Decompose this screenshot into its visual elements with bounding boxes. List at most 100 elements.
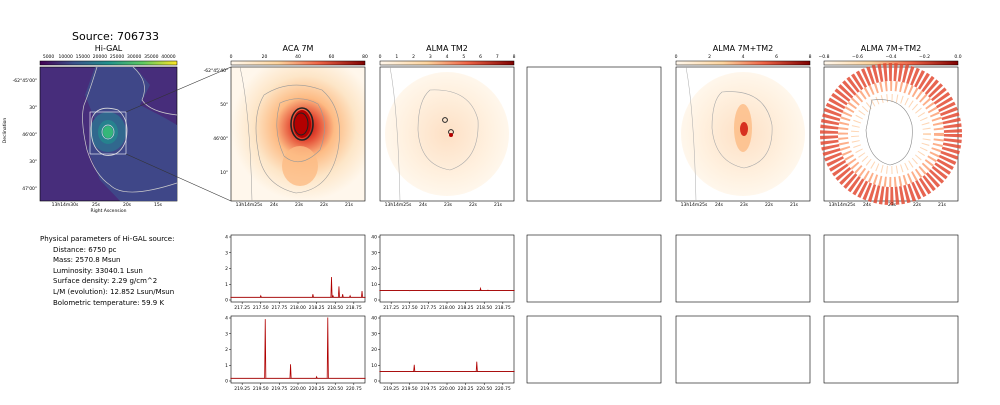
higal-ylabel: Declination <box>3 117 9 144</box>
colorbar-tick-label: 60 <box>328 55 335 60</box>
colorbar-tick-label: 5000 <box>42 55 55 60</box>
params-heading: Physical parameters of Hi-GAL source: <box>40 235 175 243</box>
spectrum-xtick-label: 218.00 <box>439 305 455 311</box>
map-xtick-label: 22s <box>468 203 478 208</box>
colorbar-tick-label: −0.8 <box>818 55 830 60</box>
spectrum-xtick-label: 220.00 <box>290 386 306 392</box>
higal-ytick-label: -62°45'00" <box>12 79 37 84</box>
colorbar-tick-label: 0 <box>378 55 382 60</box>
param-bolometric-temperature: Bolometric temperature: 59.9 K <box>53 298 165 307</box>
colorbar-tick-label: 20 <box>261 55 268 60</box>
spectrum-xtick-label: 218.50 <box>327 305 343 311</box>
diff-panel <box>820 60 962 205</box>
spectrum-xtick-label: 220.75 <box>346 386 362 392</box>
aca7m-colorbar <box>230 60 366 66</box>
colorbar-tick-label: 0 <box>229 55 233 60</box>
colorbar-tick-label: 30000 <box>127 55 142 60</box>
spectrum-ytick-label: 3 <box>225 250 228 256</box>
map-xtick-label: 13h14m25s <box>384 203 412 208</box>
spectrum-ytick-label: 4 <box>225 316 228 322</box>
param-luminosity: Luminosity: 33040.1 Lsun <box>53 266 143 275</box>
spectrum-xtick-label: 217.25 <box>234 305 250 311</box>
aca7m-ytick-label: 50" <box>220 103 228 108</box>
spectrum-ytick-label: 10 <box>371 363 377 369</box>
spectrum-xtick-label: 217.50 <box>253 305 269 311</box>
spectrum-xtick-label: 220.25 <box>458 386 474 392</box>
spectrum-ytick-label: 20 <box>371 347 377 353</box>
colorbar-tick-label: 2 <box>412 55 415 60</box>
higal-ytick-label: 46'00" <box>22 133 37 138</box>
higal-xtick-label: 15s <box>153 203 163 208</box>
higal-title: Hi-GAL <box>94 44 123 53</box>
colorbar-tick-label: 1 <box>395 55 399 60</box>
tm2-colorbar <box>379 60 515 66</box>
tm2-panel <box>379 60 515 202</box>
aca7m-ytick-label: 10" <box>220 171 228 176</box>
map-xtick-label: 22s <box>764 203 774 208</box>
colorbar-tick-label: 0.0 <box>954 55 962 60</box>
spectrum-line <box>379 286 515 292</box>
tm2-title: ALMA TM2 <box>426 44 468 53</box>
param-surface-density: Surface density: 2.29 g/cm^2 <box>53 277 158 286</box>
spectrum-ytick-label: 0 <box>225 298 228 304</box>
colorbar-tick-label: 8 <box>808 55 812 60</box>
spectrum-frame <box>675 234 811 303</box>
spectrum-xtick-label: 220.50 <box>327 386 343 392</box>
spectrum-ytick-label: 3 <box>225 331 228 337</box>
spectrum-xtick-label: 217.50 <box>402 305 418 311</box>
colorbar-tick-label: 40000 <box>161 55 176 60</box>
spectrum-xtick-label: 220.75 <box>495 386 511 392</box>
spectrum-ytick-label: 0 <box>374 379 377 385</box>
spectrum-ytick-label: 10 <box>371 282 377 288</box>
higal-panel <box>39 60 178 202</box>
spectrum-ytick-label: 30 <box>371 250 377 256</box>
spectrum-frame <box>526 234 662 303</box>
source-title: Source: 706733 <box>72 30 159 43</box>
zoom-line-top <box>125 66 232 113</box>
spectrum-ytick-label: 20 <box>371 266 377 272</box>
colorbar-tick-label: 5 <box>462 55 466 60</box>
spectrum-xtick-label: 219.75 <box>272 386 288 392</box>
map-xtick-label: 23s <box>443 203 453 208</box>
map-xtick-label: 13h14m25s <box>680 203 708 208</box>
spectrum-xtick-label: 218.25 <box>458 305 474 311</box>
spectrum-frame <box>379 234 515 303</box>
param-mass: Mass: 2570.8 Msun <box>53 256 121 265</box>
spectrum-xtick-label: 219.75 <box>421 386 437 392</box>
spectrum-xtick-label: 220.25 <box>309 386 325 392</box>
map-xtick-label: 13h14m25s <box>828 203 856 208</box>
map-xtick-label: 13h14m25s <box>235 203 263 208</box>
colorbar-tick-label: −0.2 <box>919 55 930 60</box>
higal-ytick-label: 47'00" <box>22 187 37 192</box>
spectrum-xtick-label: 220.50 <box>476 386 492 392</box>
map-xtick-label: 21s <box>789 203 799 208</box>
maps-row <box>39 60 962 205</box>
spectrum-xtick-label: 218.75 <box>346 305 362 311</box>
colorbar-tick-label: −0.6 <box>852 55 863 60</box>
spectrum-frame <box>675 315 811 384</box>
colorbar-tick-label: 7 <box>495 55 499 60</box>
colorbar-tick-label: 0 <box>674 55 678 60</box>
colorbar-tick-label: 80 <box>362 55 368 60</box>
colorbar-tick-label: 10000 <box>58 55 73 60</box>
param-distance: Distance: 6750 pc <box>53 245 117 254</box>
map-xtick-label: 24s <box>269 203 279 208</box>
colorbar-tick-label: 6 <box>479 55 482 60</box>
physical-parameters: Physical parameters of Hi-GAL source: Di… <box>40 234 174 308</box>
colorbar-tick-label: 40 <box>295 55 301 60</box>
colorbar-tick-label: 3 <box>428 55 432 60</box>
zoom-line-bottom <box>125 153 232 202</box>
map-xtick-label: 22s <box>319 203 329 208</box>
spectrum-xtick-label: 217.75 <box>272 305 288 311</box>
higal-xtick-label: 25s <box>91 203 101 208</box>
higal-xlabel: Right Ascension <box>90 209 127 214</box>
spectrum-xtick-label: 218.25 <box>309 305 325 311</box>
spectrum-xtick-label: 219.50 <box>402 386 418 392</box>
map-xtick-label: 24s <box>418 203 428 208</box>
map-xtick-label: 23s <box>739 203 749 208</box>
higal-ytick-label: 30" <box>29 160 37 165</box>
spectrum-xtick-label: 218.00 <box>290 305 306 311</box>
map-xtick-label: 21s <box>493 203 503 208</box>
spectrum-xtick-label: 217.75 <box>421 305 437 311</box>
